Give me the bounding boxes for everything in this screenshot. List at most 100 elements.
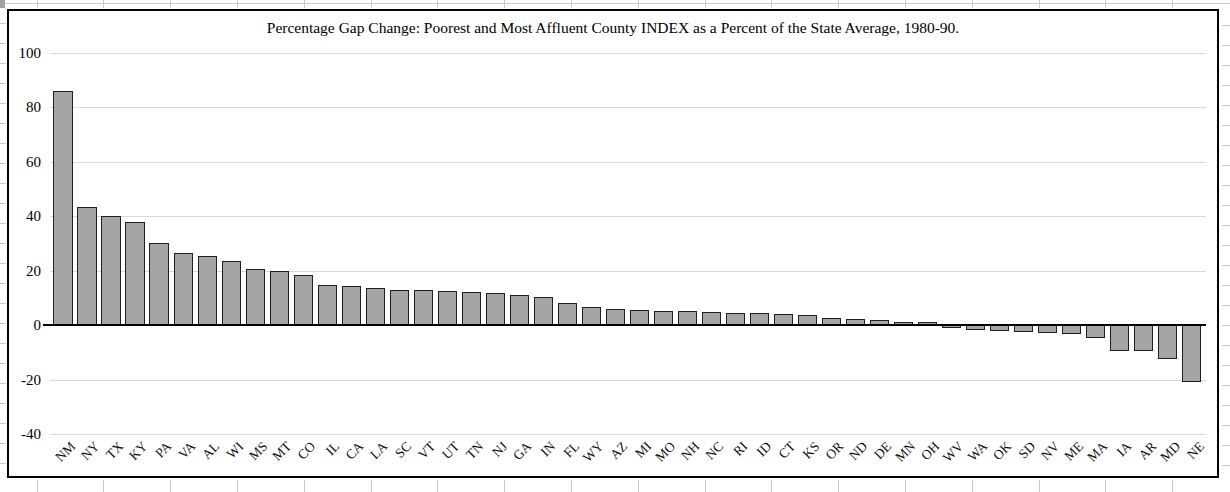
sheet-gridline — [37, 0, 38, 8]
sheet-gridline — [0, 143, 6, 144]
gridline-100 — [50, 53, 1206, 54]
sheet-gridline — [638, 0, 639, 8]
sheet-gridline — [170, 0, 171, 8]
sheet-gridline — [1222, 105, 1230, 106]
bar-SC[interactable] — [390, 290, 409, 326]
sheet-gridline — [1105, 0, 1106, 8]
y-tick-label: -20 — [0, 371, 41, 389]
sheet-gridline — [1222, 285, 1230, 286]
sheet-gridline — [103, 0, 104, 8]
sheet-gridline — [972, 0, 973, 8]
bar-MT[interactable] — [270, 271, 289, 326]
gridline-40 — [50, 216, 1206, 217]
bar-CO[interactable] — [294, 275, 313, 326]
sheet-gridline — [1222, 385, 1230, 386]
sheet-gridline — [1222, 245, 1230, 246]
bar-UT[interactable] — [438, 291, 457, 326]
sheet-gridline — [1222, 365, 1230, 366]
bar-ME[interactable] — [1062, 325, 1081, 334]
bar-MA[interactable] — [1086, 325, 1105, 338]
sheet-gridline — [1222, 205, 1230, 206]
bar-NE[interactable] — [1182, 325, 1201, 382]
sheet-gridline — [0, 183, 6, 184]
sheet-gridline — [1222, 25, 1230, 26]
y-tick-label: 80 — [0, 98, 41, 116]
sheet-gridline — [0, 123, 6, 124]
spreadsheet-background: Percentage Gap Change: Poorest and Most … — [0, 0, 1230, 492]
bar-LA[interactable] — [366, 288, 385, 327]
sheet-gridline — [0, 343, 6, 344]
bar-AL[interactable] — [198, 256, 217, 326]
gridline--20 — [50, 380, 1206, 381]
bar-IL[interactable] — [318, 285, 337, 327]
bar-MD[interactable] — [1158, 325, 1177, 359]
sheet-gridline — [1222, 185, 1230, 186]
y-tick-label: -40 — [0, 425, 41, 443]
sheet-gridline — [304, 0, 305, 8]
sheet-gridline — [237, 0, 238, 8]
sheet-gridline — [571, 0, 572, 8]
sheet-gridline — [0, 203, 6, 204]
sheet-gridline — [771, 0, 772, 8]
sheet-gridline — [504, 0, 505, 8]
bar-NJ[interactable] — [486, 293, 505, 326]
sheet-gridline — [0, 243, 6, 244]
bar-CA[interactable] — [342, 286, 361, 326]
bar-FL[interactable] — [558, 303, 577, 326]
sheet-gridline — [1222, 445, 1230, 446]
sheet-gridline — [1222, 165, 1230, 166]
sheet-gridline — [0, 83, 6, 84]
sheet-gridline — [838, 0, 839, 8]
bar-TX[interactable] — [101, 216, 120, 326]
chart-title[interactable]: Percentage Gap Change: Poorest and Most … — [7, 19, 1219, 37]
sheet-gridline — [1172, 0, 1173, 8]
y-tick-label: 20 — [0, 262, 41, 280]
sheet-gridline — [0, 283, 6, 284]
bar-OK[interactable] — [990, 325, 1009, 331]
chart-area[interactable] — [7, 9, 1219, 478]
gridline-60 — [50, 162, 1206, 163]
bar-PA[interactable] — [149, 243, 168, 326]
sheet-gridline — [1222, 405, 1230, 406]
sheet-gridline — [1222, 305, 1230, 306]
bar-AR[interactable] — [1134, 325, 1153, 351]
bar-VA[interactable] — [174, 253, 193, 326]
sheet-gridline — [0, 423, 6, 424]
sheet-gridline — [1222, 325, 1230, 326]
bar-WI[interactable] — [222, 261, 241, 326]
gridline-80 — [50, 107, 1206, 108]
bar-NY[interactable] — [77, 207, 96, 327]
sheet-gridline — [371, 0, 372, 8]
bar-VT[interactable] — [414, 290, 433, 326]
sheet-gridline — [1222, 85, 1230, 86]
sheet-gridline — [5, 3, 1230, 4]
x-axis-line — [43, 324, 1206, 326]
sheet-gridline — [1039, 0, 1040, 8]
y-tick-label: 60 — [0, 153, 41, 171]
sheet-gridline — [1222, 345, 1230, 346]
sheet-gridline — [0, 443, 6, 444]
bar-NV[interactable] — [1038, 325, 1057, 333]
sheet-gridline — [1222, 45, 1230, 46]
y-tick-label: 100 — [0, 44, 41, 62]
sheet-gridline — [0, 23, 6, 24]
sheet-gridline — [0, 303, 6, 304]
sheet-gridline — [1222, 465, 1230, 466]
bar-IA[interactable] — [1110, 325, 1129, 351]
bar-MS[interactable] — [246, 269, 265, 326]
y-tick-label: 40 — [0, 207, 41, 225]
bar-SD[interactable] — [1014, 325, 1033, 332]
bar-KY[interactable] — [125, 222, 144, 327]
sheet-gridline — [1222, 125, 1230, 126]
sheet-gridline — [1222, 145, 1230, 146]
sheet-gridline — [905, 0, 906, 8]
gridline--40 — [50, 434, 1206, 435]
bar-NM[interactable] — [53, 91, 72, 326]
bar-IN[interactable] — [534, 297, 553, 326]
sheet-gridline — [0, 403, 6, 404]
sheet-gridline — [1222, 65, 1230, 66]
bar-TN[interactable] — [462, 292, 481, 326]
sheet-gridline — [705, 0, 706, 8]
sheet-gridline — [1222, 265, 1230, 266]
bar-GA[interactable] — [510, 295, 529, 326]
